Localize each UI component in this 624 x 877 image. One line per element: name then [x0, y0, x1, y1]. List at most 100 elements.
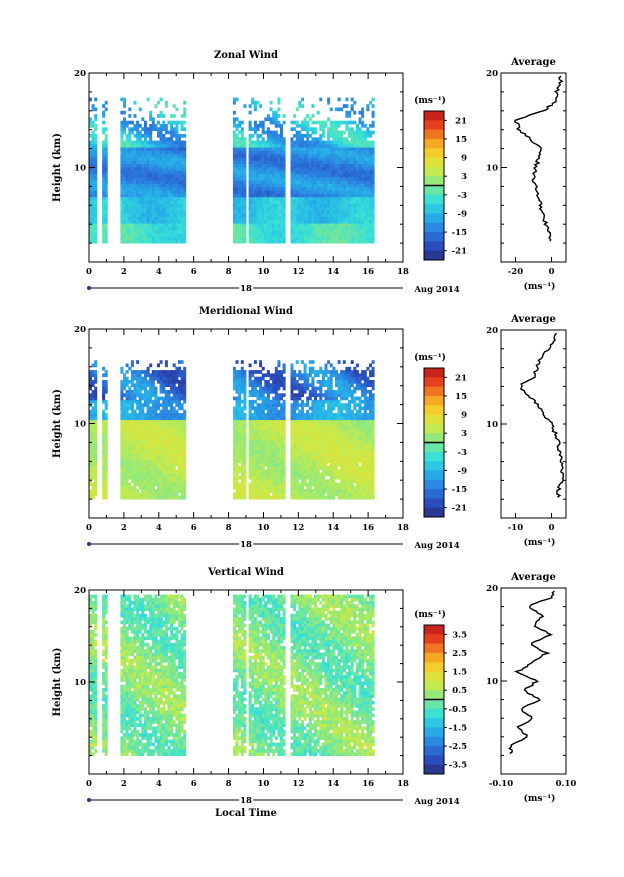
heatmap-cell [249, 144, 252, 148]
heatmap-cell [160, 200, 163, 204]
heatmap-cell [170, 453, 173, 457]
heatmap-cell [270, 164, 273, 168]
heatmap-cell [134, 227, 137, 231]
heatmap-cell [149, 426, 152, 430]
heatmap-cell [366, 187, 369, 191]
heatmap-cell [361, 233, 364, 237]
heatmap-cell [139, 180, 142, 184]
heatmap-cell [325, 233, 328, 237]
heatmap-cell [251, 373, 254, 377]
heatmap-cell [183, 413, 186, 417]
heatmap-cell [170, 207, 173, 211]
heatmap-cell [264, 420, 267, 424]
heatmap-cell [351, 141, 354, 145]
heatmap-cell [254, 370, 257, 374]
heatmap-cell [254, 466, 257, 470]
heatmap-cell [141, 496, 144, 500]
heatmap-cell [254, 423, 257, 427]
heatmap-cell [254, 184, 257, 188]
heatmap-cell [366, 144, 369, 148]
heatmap-cell [149, 237, 152, 241]
heatmap-cell [170, 383, 173, 387]
heatmap-cell [238, 194, 241, 198]
heatmap-cell [160, 217, 163, 221]
heatmap-cell [126, 446, 129, 450]
heatmap-cell [134, 233, 137, 237]
heatmap-cell [183, 493, 186, 497]
heatmap-cell [267, 213, 270, 217]
heatmap-cell [149, 203, 152, 207]
heatmap-cell [178, 373, 181, 377]
heatmap-cell [361, 210, 364, 214]
heatmap-cell [162, 433, 165, 437]
heatmap-cell [296, 154, 299, 158]
heatmap-cell [272, 463, 275, 467]
heatmap-cell [165, 403, 168, 407]
heatmap-cell [120, 390, 123, 394]
colorbar-tick-label: 3 [461, 172, 467, 182]
heatmap-cell [319, 197, 322, 201]
heatmap-cell [123, 230, 126, 234]
heatmap-cell [165, 177, 168, 181]
heatmap-cell [275, 370, 278, 374]
heatmap-cell [335, 180, 338, 184]
heatmap-cell [291, 240, 294, 244]
heatmap-cell [277, 108, 280, 112]
heatmap-cell [233, 443, 236, 447]
heatmap-cell [353, 164, 356, 168]
heatmap-cell [123, 190, 126, 194]
heatmap-cell [92, 430, 95, 434]
heatmap-cell [267, 127, 270, 131]
heatmap-cell [134, 197, 137, 201]
heatmap-cell [134, 114, 137, 118]
heatmap-cell [94, 164, 97, 168]
heatmap-cell [181, 237, 184, 241]
heatmap-cell [105, 383, 108, 387]
heatmap-cell [275, 207, 278, 211]
heatmap-cell [94, 203, 97, 207]
heatmap-cell [162, 413, 165, 417]
heatmap-cell [291, 164, 294, 168]
heatmap-cell [175, 469, 178, 473]
heatmap-cell [280, 380, 283, 384]
heatmap-cell [272, 174, 275, 178]
heatmap-cell [327, 220, 330, 224]
heatmap-cell [361, 184, 364, 188]
heatmap-cell [259, 473, 262, 477]
heatmap-cell [369, 174, 372, 178]
heatmap-cell [343, 194, 346, 198]
heatmap-cell [181, 469, 184, 473]
heatmap-cell [351, 147, 354, 151]
heatmap-cell [181, 420, 184, 424]
heatmap-cell [272, 489, 275, 493]
heatmap-cell [314, 184, 317, 188]
heatmap-cell [351, 180, 354, 184]
heatmap-cell [330, 190, 333, 194]
heatmap-cell [144, 240, 147, 244]
heatmap-cell [317, 207, 320, 211]
heatmap-cell [262, 203, 265, 207]
heatmap-cell [162, 403, 165, 407]
heatmap-cell [298, 124, 301, 128]
heatmap-cell [291, 479, 294, 483]
heatmap-cell [131, 127, 134, 131]
heatmap-cell [272, 151, 275, 155]
heatmap-cell [173, 194, 176, 198]
heatmap-cell [160, 237, 163, 241]
heatmap-cell [233, 98, 236, 102]
heatmap-cell [102, 233, 105, 237]
heatmap-cell [94, 240, 97, 244]
heatmap-cell [356, 230, 359, 234]
heatmap-cell [338, 213, 341, 217]
heatmap-cell [160, 443, 163, 447]
heatmap-cell [147, 466, 150, 470]
heatmap-cell [123, 473, 126, 477]
heatmap-cell [102, 220, 105, 224]
heatmap-cell [267, 207, 270, 211]
heatmap-cell [128, 433, 131, 437]
heatmap-cell [361, 144, 364, 148]
heatmap-cell [92, 426, 95, 430]
heatmap-cell [319, 213, 322, 217]
heatmap-cell [338, 174, 341, 178]
heatmap-cell [162, 453, 165, 457]
